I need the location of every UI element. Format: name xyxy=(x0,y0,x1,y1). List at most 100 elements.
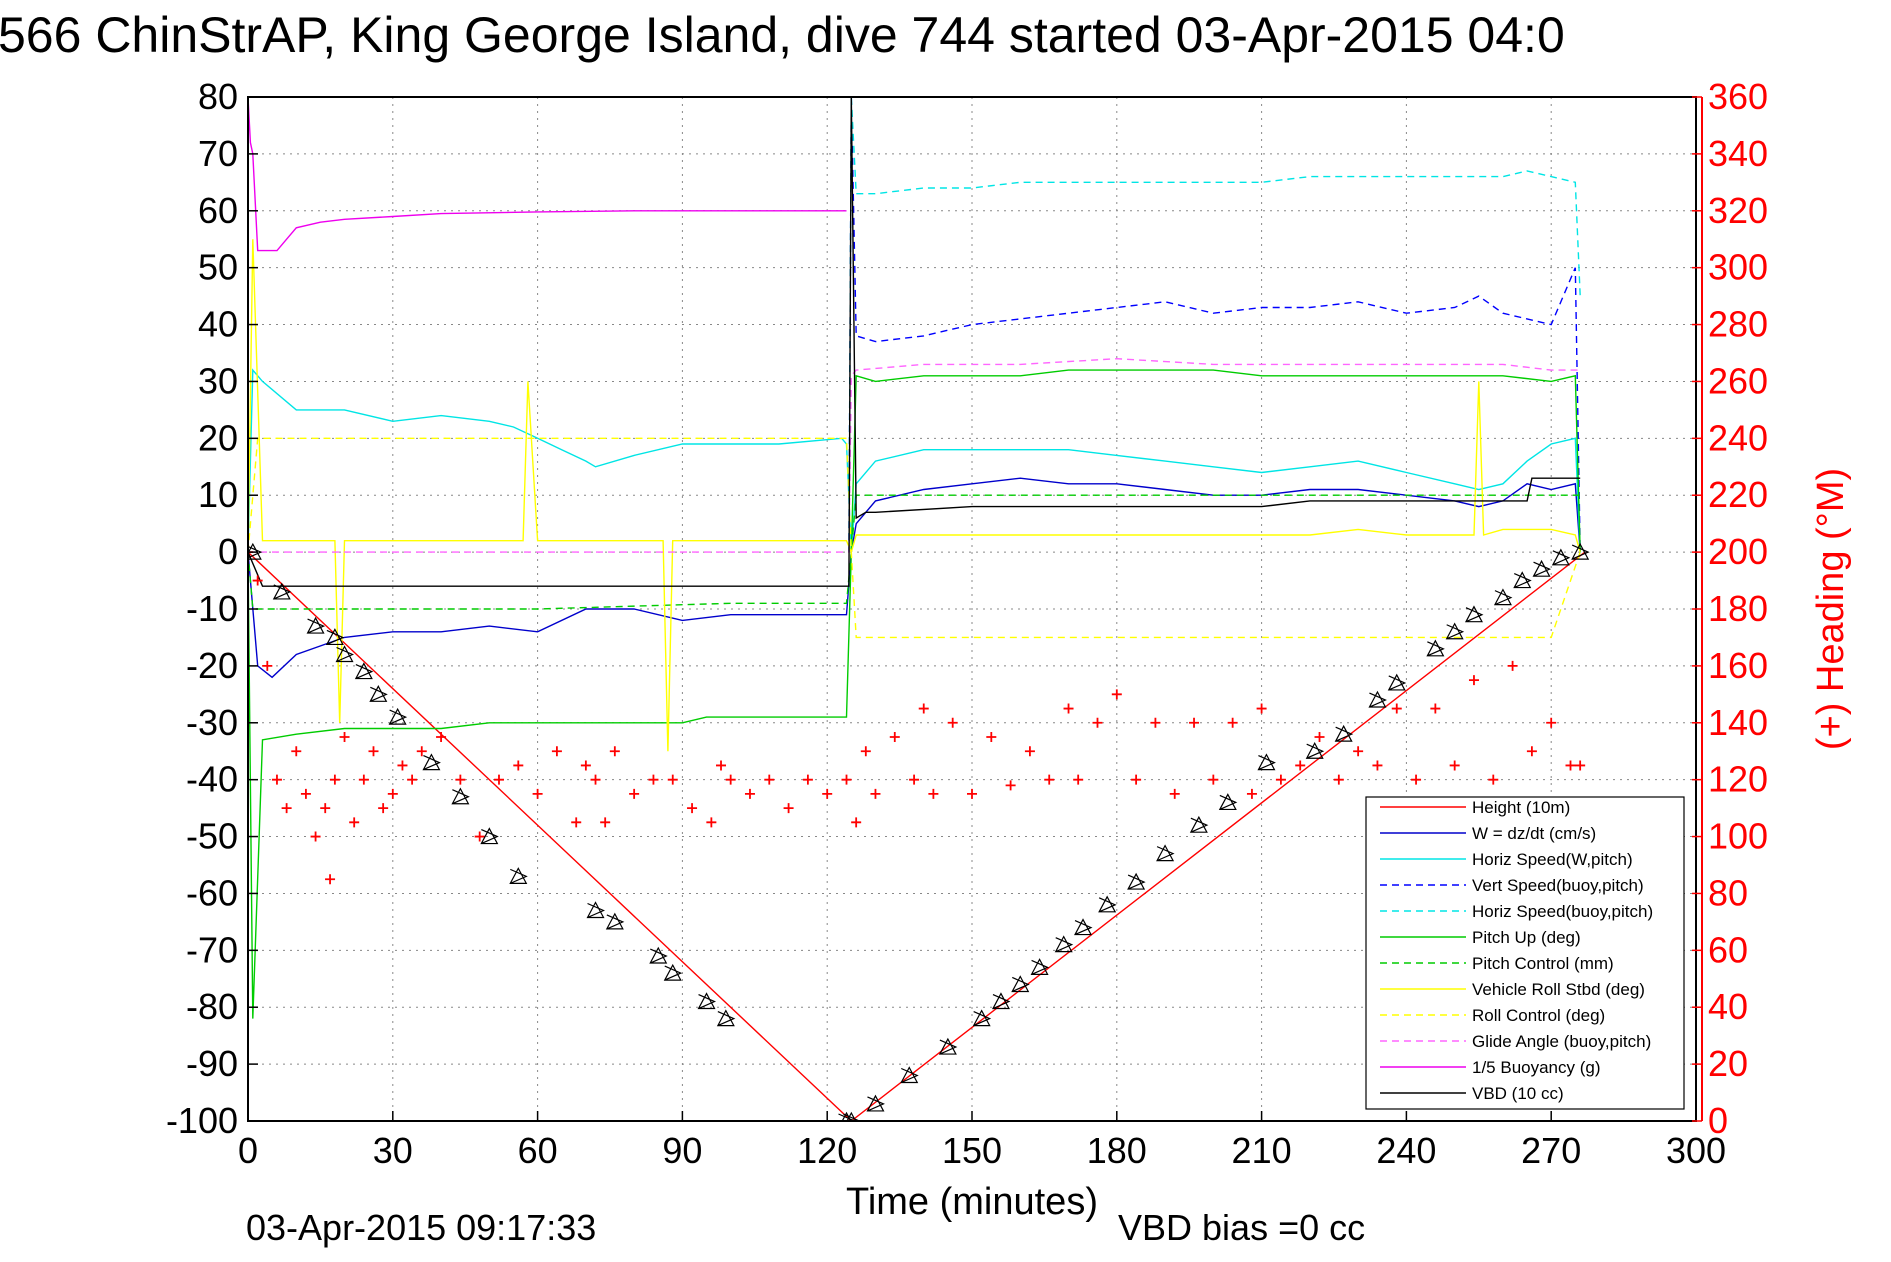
height-marker xyxy=(991,992,1011,1010)
y-tick-label: -90 xyxy=(186,1043,238,1084)
height-marker xyxy=(900,1066,919,1084)
heading-point xyxy=(1468,675,1479,686)
heading-point xyxy=(1150,717,1161,728)
y-tick-label: 50 xyxy=(198,247,238,288)
y-tick-label: 20 xyxy=(198,417,238,458)
height-marker xyxy=(451,787,470,805)
series-line-5 xyxy=(248,369,1581,1019)
heading-point xyxy=(802,774,813,785)
heading-point xyxy=(493,774,504,785)
height-marker xyxy=(1551,548,1571,566)
heading-point xyxy=(967,788,977,799)
heading-point xyxy=(281,803,292,814)
heading-point xyxy=(1333,774,1344,785)
heading-point xyxy=(909,774,920,785)
x-tick-label: 120 xyxy=(797,1130,857,1171)
right-tick-label: 340 xyxy=(1708,133,1768,174)
heading-point xyxy=(1024,746,1035,757)
height-marker xyxy=(1571,542,1590,560)
heading-point xyxy=(851,817,862,828)
heading-point xyxy=(1526,746,1537,757)
heading-point xyxy=(822,788,833,799)
y-tick-label: 30 xyxy=(198,360,238,401)
height-marker xyxy=(649,946,668,964)
x-tick-label: 240 xyxy=(1376,1130,1436,1171)
x-tick-label: 300 xyxy=(1666,1130,1726,1171)
heading-point xyxy=(1295,760,1306,771)
height-marker xyxy=(272,582,292,600)
heading-point xyxy=(349,817,360,828)
heading-point xyxy=(513,760,524,771)
height-marker xyxy=(1532,559,1552,577)
heading-point xyxy=(600,817,611,828)
x-tick-label: 90 xyxy=(662,1130,702,1171)
x-tick-label: 150 xyxy=(942,1130,1002,1171)
heading-point xyxy=(252,575,263,586)
heading-point xyxy=(1449,760,1460,771)
heading-point xyxy=(744,788,755,799)
heading-point xyxy=(1246,788,1257,799)
height-marker xyxy=(716,1009,736,1027)
series-line-8 xyxy=(248,437,1581,639)
x-tick-label: 210 xyxy=(1232,1130,1292,1171)
height-marker xyxy=(1257,753,1276,771)
right-tick-label: 240 xyxy=(1708,417,1768,458)
y-tick-label: 70 xyxy=(198,133,238,174)
right-axis-label: (+) Heading (°M) xyxy=(1810,468,1852,750)
height-marker xyxy=(1156,844,1175,862)
height-marker xyxy=(369,685,388,702)
right-tick-label: 60 xyxy=(1708,929,1748,970)
height-marker xyxy=(388,707,408,725)
heading-point xyxy=(571,817,582,828)
heading-point xyxy=(300,788,311,799)
right-tick-label: 120 xyxy=(1708,759,1768,800)
height-marker xyxy=(1030,958,1050,975)
heading-point xyxy=(1208,774,1219,785)
heading-point xyxy=(1092,717,1103,728)
heading-point xyxy=(648,774,659,785)
y-tick-label: -10 xyxy=(186,588,238,629)
y-tick-label: -40 xyxy=(186,759,238,800)
height-marker xyxy=(605,912,625,930)
heading-point xyxy=(1169,788,1180,799)
height-markers xyxy=(248,542,1590,1121)
heading-point xyxy=(1227,717,1238,728)
x-tick-label: 180 xyxy=(1087,1130,1147,1171)
heading-point xyxy=(764,774,775,785)
heading-point xyxy=(387,788,398,799)
heading-point xyxy=(1314,732,1325,742)
right-tick-label: 360 xyxy=(1708,76,1768,117)
series-line-9 xyxy=(248,357,1581,553)
heading-point xyxy=(1575,760,1586,771)
y-tick-label: -80 xyxy=(186,986,238,1027)
heading-point xyxy=(1391,703,1402,714)
heading-point xyxy=(725,774,736,785)
footer-timestamp: 03-Apr-2015 09:17:33 xyxy=(246,1207,596,1248)
y-tick-label: 80 xyxy=(198,76,238,117)
heading-point xyxy=(947,717,958,728)
heading-point xyxy=(339,732,350,742)
heading-point xyxy=(918,703,929,714)
heading-point xyxy=(291,746,302,757)
height-marker xyxy=(1054,935,1074,953)
heading-point xyxy=(1005,780,1016,791)
heading-point xyxy=(1546,717,1557,728)
height-marker xyxy=(335,645,355,663)
height-marker xyxy=(663,963,683,981)
right-tick-label: 100 xyxy=(1708,816,1768,857)
heading-point xyxy=(1411,774,1422,785)
heading-point xyxy=(532,788,543,799)
heading-point xyxy=(1189,717,1200,728)
series-line-10 xyxy=(248,97,847,252)
right-axis-ticks: 0 20 40 60 80 100 120 140 160 180 200 220 240 260 280 3… xyxy=(1692,76,1768,1141)
series-line-11 xyxy=(248,97,1581,587)
y-tick-label: -30 xyxy=(186,702,238,743)
right-tick-label: 160 xyxy=(1708,645,1768,686)
heading-point xyxy=(436,732,447,742)
heading-point xyxy=(667,774,678,785)
y-axis-ticks: -100-90-80-70-60-50-40-30-20-10010203040… xyxy=(166,76,258,1141)
heading-point xyxy=(368,746,379,757)
series-line-7 xyxy=(248,239,1581,752)
heading-point xyxy=(416,746,427,757)
